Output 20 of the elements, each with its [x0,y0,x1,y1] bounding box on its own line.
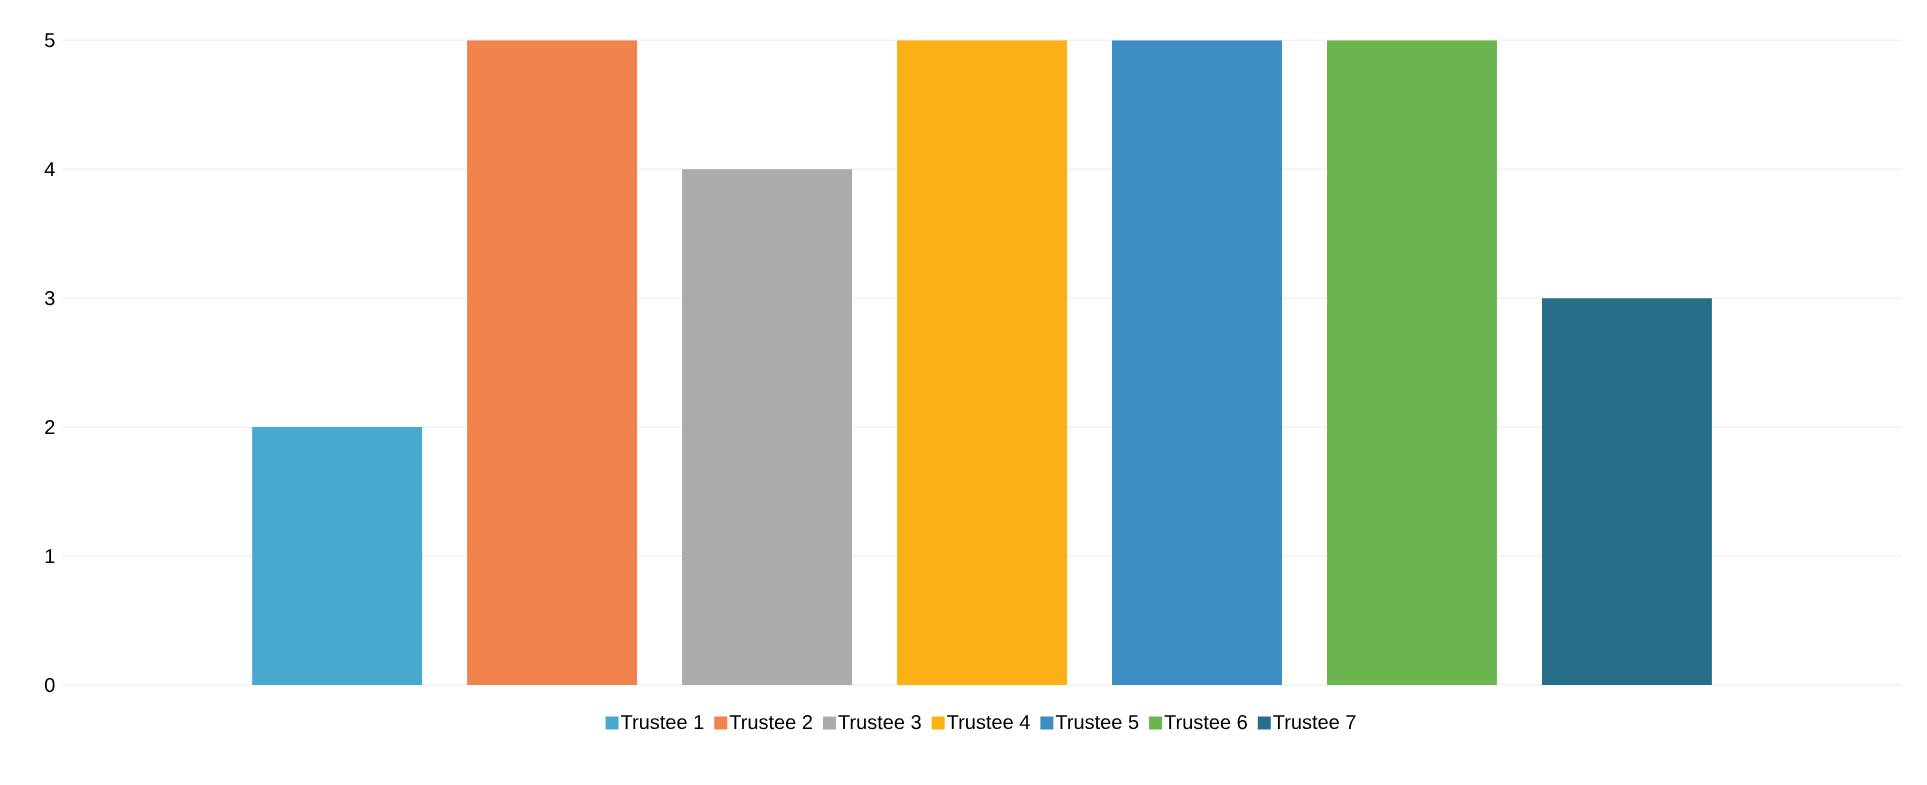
bar [1326,40,1497,685]
bar [897,40,1068,685]
bar [1112,40,1282,685]
y-tick-label: 5 [45,33,55,48]
legend-label: Trustee 3 [838,714,921,730]
legend-label: Trustee 6 [1164,714,1247,730]
legend-label: Trustee 5 [1055,715,1139,729]
y-tick-label: 1 [45,549,55,563]
bar [467,40,638,685]
bar [682,169,853,685]
y-tick-label: 4 [44,162,55,176]
y-tick-label: 3 [44,290,55,306]
legend-label: Trustee 2 [729,714,812,730]
bar [1541,298,1712,685]
legend-label: Trustee 4 [947,715,1030,729]
y-tick-label: 0 [44,677,55,693]
y-tick-label: 2 [45,420,55,434]
legend-label: Trustee 7 [1273,715,1356,729]
legend-label: Trustee 1 [621,715,704,729]
bar [252,426,423,685]
